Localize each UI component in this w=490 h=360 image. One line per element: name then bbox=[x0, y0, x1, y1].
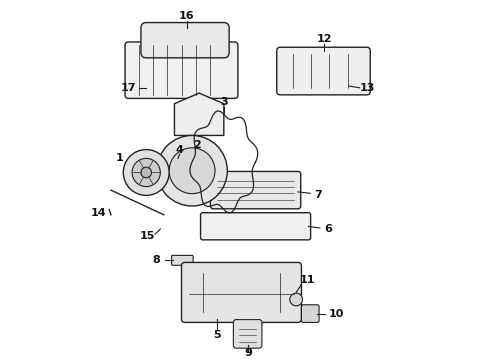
FancyBboxPatch shape bbox=[301, 305, 319, 323]
Circle shape bbox=[290, 293, 302, 306]
Text: 13: 13 bbox=[360, 83, 375, 93]
Text: 15: 15 bbox=[139, 231, 155, 241]
Text: 3: 3 bbox=[220, 97, 228, 107]
FancyBboxPatch shape bbox=[233, 320, 262, 348]
Circle shape bbox=[141, 167, 151, 178]
Text: 1: 1 bbox=[116, 153, 123, 163]
Circle shape bbox=[123, 149, 169, 195]
Text: 14: 14 bbox=[91, 208, 106, 218]
FancyBboxPatch shape bbox=[277, 47, 370, 95]
Text: 8: 8 bbox=[152, 255, 160, 265]
FancyBboxPatch shape bbox=[210, 171, 301, 209]
FancyBboxPatch shape bbox=[172, 255, 193, 265]
Circle shape bbox=[169, 148, 215, 194]
Text: 5: 5 bbox=[213, 330, 220, 340]
Text: 10: 10 bbox=[328, 309, 343, 319]
Circle shape bbox=[132, 158, 160, 186]
FancyBboxPatch shape bbox=[125, 42, 238, 98]
Text: 9: 9 bbox=[244, 348, 252, 359]
Text: 12: 12 bbox=[317, 35, 332, 45]
Polygon shape bbox=[174, 93, 224, 135]
Text: 2: 2 bbox=[194, 140, 201, 150]
Text: 4: 4 bbox=[176, 145, 184, 154]
Text: 11: 11 bbox=[300, 275, 316, 285]
Text: 7: 7 bbox=[315, 190, 322, 200]
FancyBboxPatch shape bbox=[141, 23, 229, 58]
Text: 6: 6 bbox=[324, 224, 332, 234]
FancyBboxPatch shape bbox=[181, 262, 301, 323]
Text: 16: 16 bbox=[179, 11, 195, 21]
Circle shape bbox=[157, 135, 227, 206]
Text: 17: 17 bbox=[121, 83, 136, 93]
FancyBboxPatch shape bbox=[200, 213, 311, 240]
